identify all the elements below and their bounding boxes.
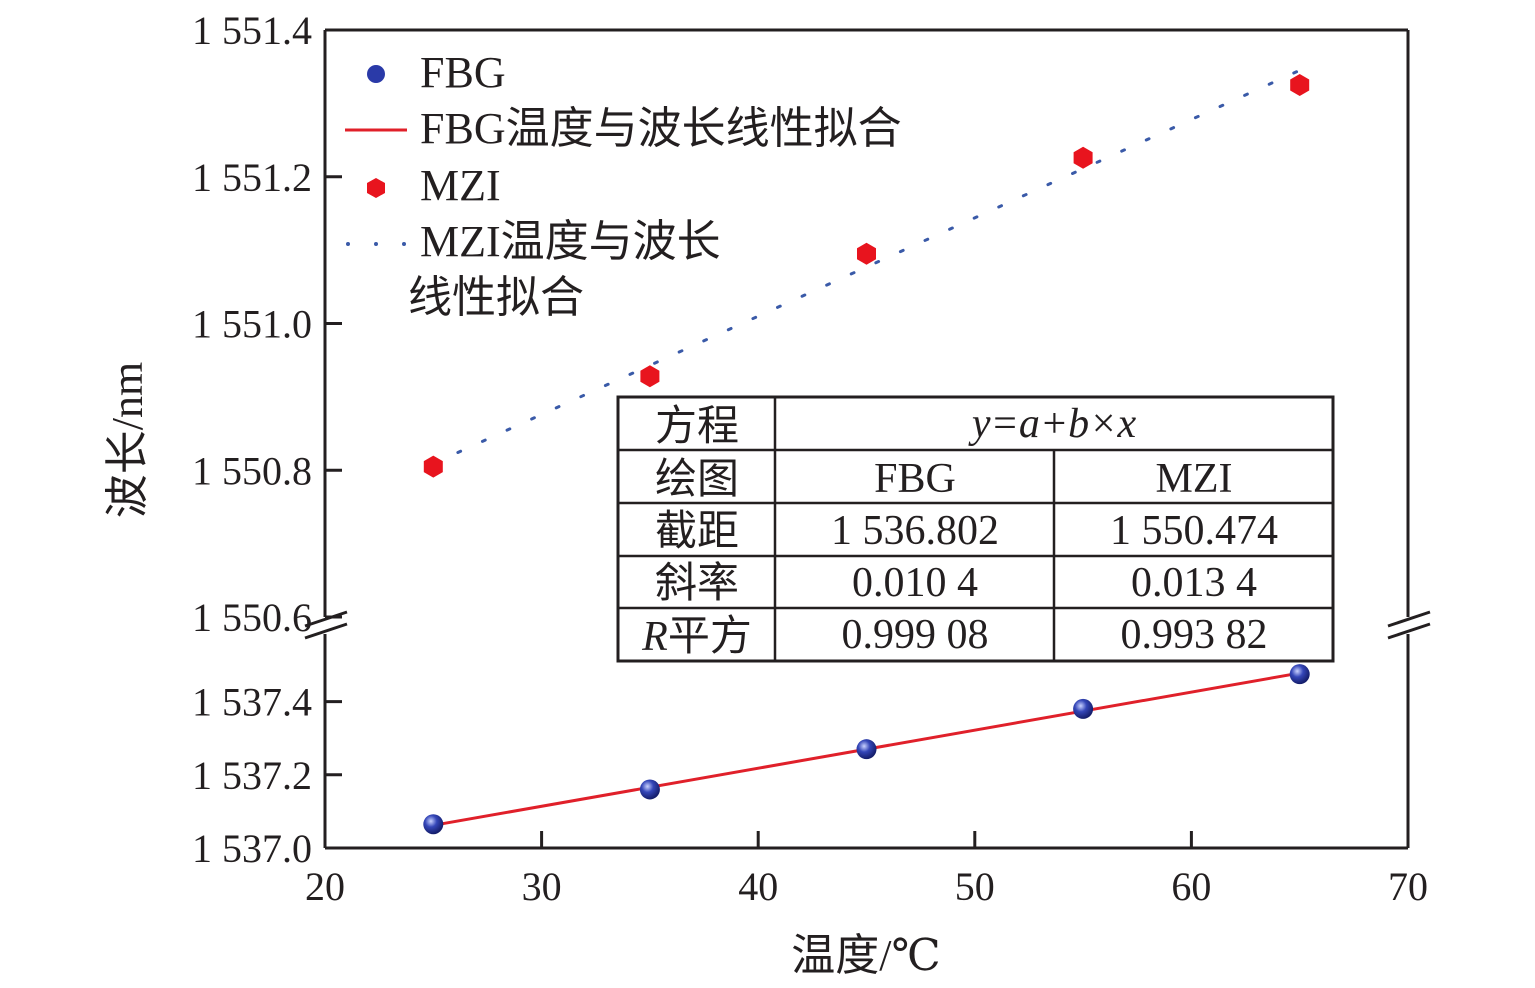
mzi-point <box>1290 74 1310 96</box>
legend-mzi-fit-label-line1: MZI温度与波长 <box>420 217 721 266</box>
legend-mzi-fit-label-line2: 线性拟合 <box>408 273 584 322</box>
legend-fbg-label: FBG <box>420 48 506 97</box>
x-axis-title: 温度/℃ <box>791 931 940 980</box>
table-slope-mzi: 0.013 4 <box>1131 560 1257 606</box>
y-axis-ticks: 1 537.0 1 537.2 1 537.4 1 550.6 1 550.8 1 551… <box>192 8 342 871</box>
y-tick-label: 1 537.2 <box>192 753 312 798</box>
table-plot-fbg: FBG <box>874 456 956 502</box>
y-tick-label: 1 537.0 <box>192 826 312 871</box>
axis-break-marks <box>304 610 1431 640</box>
mzi-point <box>1073 146 1093 169</box>
table-slope-fbg: 0.010 4 <box>852 560 978 606</box>
table-plot-label: 绘图 <box>655 457 739 503</box>
x-tick-label: 40 <box>738 864 778 909</box>
fbg-point <box>856 739 877 760</box>
legend-mzi-fit-dot-2 <box>374 242 378 246</box>
y-tick-label: 1 550.6 <box>192 595 312 640</box>
table-intercept-label: 截距 <box>655 509 739 555</box>
table-rsquare-label-text: 平方 <box>668 614 752 660</box>
axis-break-right-2 <box>1387 622 1431 640</box>
table-equation-label: 方程 <box>655 404 739 450</box>
fbg-point <box>639 779 660 800</box>
mzi-point <box>423 455 443 478</box>
legend-mzi-label: MZI <box>420 161 501 210</box>
y-tick-label: 1 551.2 <box>192 155 312 200</box>
legend-mzi-fit-dot-3 <box>402 242 406 246</box>
x-tick-label: 60 <box>1171 864 1211 909</box>
x-tick-label: 50 <box>955 864 995 909</box>
y-tick-label: 1 550.8 <box>192 448 312 493</box>
axis-break-right-1 <box>1387 610 1431 628</box>
table-rsquare-label-italic: R <box>641 614 668 660</box>
table-rsquare-fbg: 0.999 08 <box>842 612 989 658</box>
y-tick-label: 1 537.4 <box>192 680 312 725</box>
table-intercept-fbg: 1 536.802 <box>831 508 999 554</box>
y-tick-label: 1 551.0 <box>192 302 312 347</box>
x-axis-ticks: 20 30 40 50 60 70 <box>305 831 1428 909</box>
table-rsquare-label: R平方 <box>641 614 752 660</box>
data-points <box>423 74 1310 835</box>
plot-frame <box>323 28 1410 850</box>
legend-fbg-marker <box>367 65 385 83</box>
fbg-point <box>1289 664 1310 685</box>
legend-mzi-marker <box>367 178 385 198</box>
fbg-point <box>1073 698 1094 719</box>
y-tick-label: 1 551.4 <box>192 8 312 53</box>
fit-parameter-table: 方程 y=a+b×x 绘图 FBG MZI 截距 1 536.802 1 550… <box>616 395 1335 663</box>
fbg-point <box>423 814 444 835</box>
table-equation-value: y=a+b×x <box>968 401 1137 447</box>
legend: FBG FBG温度与波长线性拟合 MZI MZI温度与波长 线性拟合 <box>345 48 902 322</box>
table-slope-label: 斜率 <box>655 560 739 607</box>
legend-mzi-fit-dot-1 <box>346 242 350 246</box>
x-tick-label: 20 <box>305 864 345 909</box>
y-axis-title: 波长/nm <box>103 362 152 518</box>
table-intercept-mzi: 1 550.474 <box>1110 508 1278 554</box>
axis-break-left-2 <box>304 622 348 640</box>
table-plot-mzi: MZI <box>1156 456 1233 502</box>
axis-break-left-1 <box>304 610 348 628</box>
table-rsquare-mzi: 0.993 82 <box>1121 612 1268 658</box>
x-tick-label: 70 <box>1388 864 1428 909</box>
mzi-point <box>857 242 876 265</box>
x-tick-label: 30 <box>522 864 562 909</box>
mzi-point <box>640 365 660 388</box>
legend-fbg-fit-label: FBG温度与波长线性拟合 <box>420 104 902 153</box>
table-border <box>616 395 1335 663</box>
